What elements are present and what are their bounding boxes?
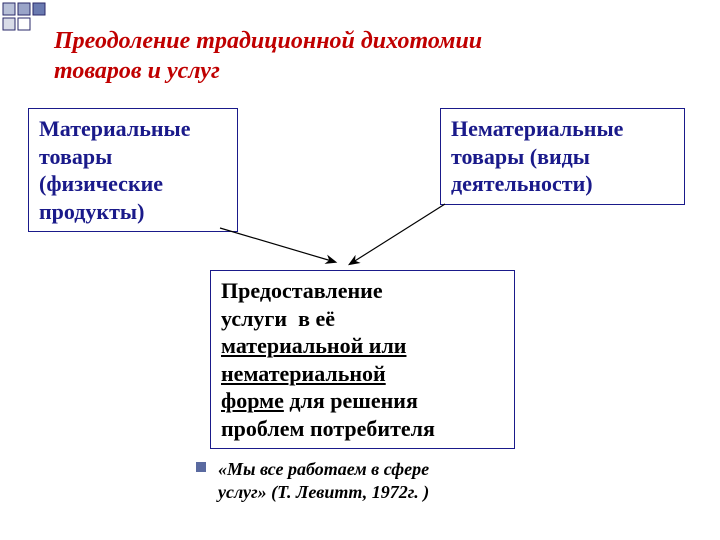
box-intangible-goods: Нематериальныетовары (видыдеятельности) <box>440 108 685 205</box>
quote-levitt: «Мы все работаем в сфере услуг» (Т. Леви… <box>218 458 429 505</box>
title-line1: Преодоление традиционной дихотомии <box>54 28 482 54</box>
title-line2: товаров и услуг <box>54 58 220 84</box>
bullet-icon <box>196 462 206 472</box>
quote-line1: «Мы все работаем в сфере <box>218 459 429 479</box>
slide-title: Преодоление традиционной дихотомии товар… <box>54 26 674 86</box>
box-service-provision: Предоставлениеуслуги в еёматериальной ил… <box>210 270 515 449</box>
box-material-goods: Материальныетовары(физическиепродукты) <box>28 108 238 232</box>
corner-decor <box>0 0 60 40</box>
quote-line2: услуг» (Т. Левитт, 1972г. ) <box>218 482 429 502</box>
